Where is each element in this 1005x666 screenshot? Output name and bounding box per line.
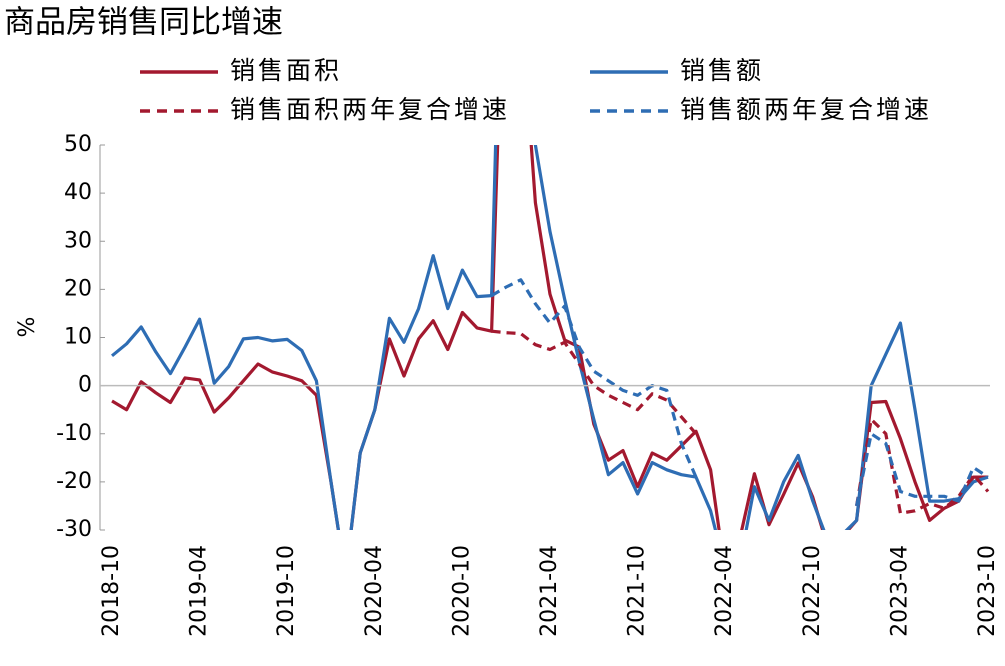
x-tick-label: 2018-10 <box>99 545 124 637</box>
y-axis-label: % <box>15 317 40 338</box>
series-line <box>855 432 989 507</box>
legend-label: 销售额两年复合增速 <box>680 95 932 124</box>
x-tick-label: 2023-10 <box>975 545 1000 637</box>
legend-label: 销售面积 <box>230 56 342 85</box>
x-tick-label: 2020-10 <box>449 545 474 637</box>
legend-label: 销售额 <box>680 56 764 85</box>
plot-area <box>110 145 990 530</box>
series-line <box>110 145 989 530</box>
y-tick-label: -20 <box>56 469 92 494</box>
y-tick-label: 20 <box>64 276 92 301</box>
x-tick-label: 2021-04 <box>537 545 562 637</box>
x-tick-label: 2020-04 <box>362 545 387 637</box>
x-tick-label: 2021-10 <box>625 545 650 637</box>
y-tick-label: 10 <box>64 325 92 350</box>
y-tick-label: 30 <box>64 228 92 253</box>
y-tick-label: -10 <box>56 421 92 446</box>
series-line <box>855 417 990 515</box>
series-line <box>111 145 988 530</box>
x-tick-label: 2019-10 <box>274 545 299 637</box>
x-tick-label: 2022-04 <box>712 545 737 637</box>
series-line <box>491 329 698 435</box>
x-tick-label: 2022-10 <box>800 545 825 637</box>
x-tick-label: 2019-04 <box>187 545 212 637</box>
chart-title: 商品房销售同比增速 <box>4 5 283 41</box>
x-tick-label: 2023-04 <box>887 545 912 637</box>
series-line <box>490 278 698 478</box>
y-tick-label: -30 <box>56 517 92 542</box>
legend-label: 销售面积两年复合增速 <box>230 95 510 124</box>
y-tick-label: 0 <box>78 373 92 398</box>
y-tick-label: 40 <box>64 180 92 205</box>
y-tick-label: 50 <box>64 132 92 157</box>
